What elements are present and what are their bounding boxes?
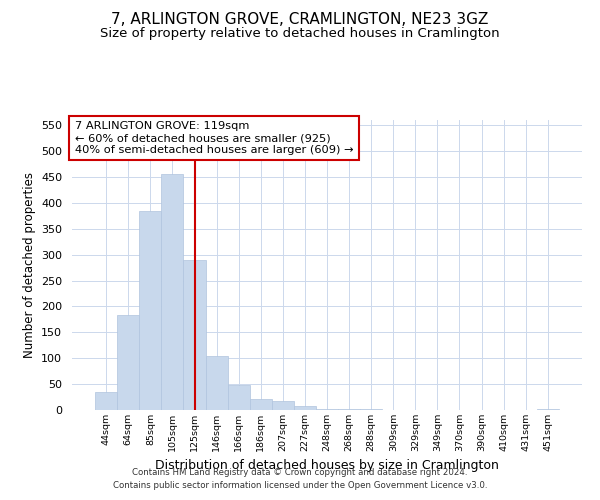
- Bar: [227, 384, 250, 410]
- X-axis label: Distribution of detached houses by size in Cramlington: Distribution of detached houses by size …: [155, 460, 499, 472]
- Text: 7, ARLINGTON GROVE, CRAMLINGTON, NE23 3GZ: 7, ARLINGTON GROVE, CRAMLINGTON, NE23 3G…: [112, 12, 488, 28]
- Bar: [139, 210, 161, 410]
- Text: 7 ARLINGTON GROVE: 119sqm
← 60% of detached houses are smaller (925)
40% of semi: 7 ARLINGTON GROVE: 119sqm ← 60% of detac…: [74, 122, 353, 154]
- Bar: [316, 409, 338, 410]
- Text: Contains public sector information licensed under the Open Government Licence v3: Contains public sector information licen…: [113, 480, 487, 490]
- Y-axis label: Number of detached properties: Number of detached properties: [23, 172, 35, 358]
- Bar: [250, 398, 272, 410]
- Bar: [117, 315, 139, 410]
- Bar: [95, 392, 117, 410]
- Text: Size of property relative to detached houses in Cramlington: Size of property relative to detached ho…: [100, 28, 500, 40]
- Bar: [272, 400, 294, 410]
- Text: Contains HM Land Registry data © Crown copyright and database right 2024.: Contains HM Land Registry data © Crown c…: [132, 468, 468, 477]
- Bar: [184, 260, 206, 410]
- Bar: [206, 356, 227, 410]
- Bar: [161, 174, 184, 410]
- Bar: [294, 406, 316, 410]
